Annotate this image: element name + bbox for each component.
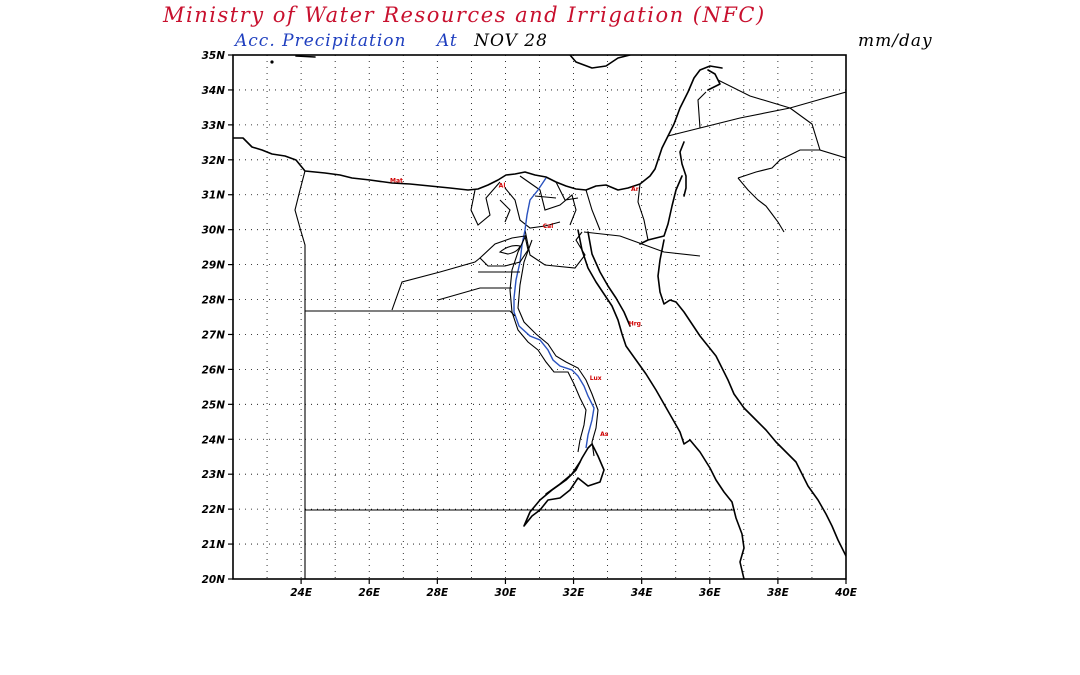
matrouh-border [391,257,481,311]
latitude-axis: 35N 34N 33N 32N 31N 30N 29N 28N 27N 26N 25N 24N 23N 2… [202,50,233,586]
station-label: Hrg [629,321,641,328]
jordan-saudi-border [667,91,846,233]
lat-tick-label: 21N [202,539,226,551]
station-label: Cai [543,223,554,230]
sinai-governorates [583,183,701,257]
egypt-libya-border [294,170,306,579]
lake-nasser-branch [545,461,581,495]
sinai-gulf-aqaba [639,175,846,557]
station-label: As [600,431,609,438]
lat-tick-label: 31N [202,190,226,202]
station-label: Al [499,183,506,190]
station-label: Lux [590,375,602,382]
lat-tick-label: 35N [202,50,226,62]
lon-tick-label: 34E [631,587,654,599]
lat-tick-label: 22N [202,504,226,516]
gulf-of-suez-coast [577,229,691,445]
lon-tick-label: 24E [290,587,313,599]
nile-river [513,177,595,449]
product-label: Acc. Precipitation [233,31,406,51]
levant-coastline [707,69,721,91]
lat-tick-label: 32N [202,155,226,167]
northern-coastline [295,55,316,58]
lat-tick-label: 28N [202,295,226,307]
geography [233,55,846,579]
nile-valley-east-edge [517,239,599,457]
fayoum-lake [498,245,521,255]
lat-tick-label: 27N [202,329,226,341]
lon-tick-label: 38E [767,587,790,599]
map-subtitle: Acc. Precipitation At NOV 28 [233,31,548,51]
lat-tick-label: 23N [202,469,226,481]
dead-sea [679,141,687,197]
lon-tick-label: 32E [563,587,586,599]
map-frame [232,54,847,580]
northern-borders [697,79,791,129]
nile-valley-west-edge [509,234,587,453]
mediterranean-coastline [233,65,723,191]
longitude-axis: 24E 26E 28E 30E 32E 34E 36E 38E 40E [290,579,858,599]
cyprus-coastline [569,55,631,69]
lat-tick-label: 25N [202,399,226,411]
lon-tick-label: 28E [426,587,449,599]
lon-tick-label: 40E [834,587,858,599]
station-label: Ar [631,186,639,193]
station-label: Mat [390,178,403,185]
lat-tick-label: 20N [202,574,226,586]
lon-tick-label: 30E [495,587,518,599]
units-label: mm/day [858,31,933,51]
station-labels: Mat Al Ar Cai Hrg Lux As [390,178,641,438]
lat-tick-label: 24N [202,434,226,446]
new-valley-border [305,310,516,317]
map-area: 35N 34N 33N 32N 31N 30N 29N 28N 27N 26N 25N 24N 23N 2… [202,50,858,599]
lat-tick-label: 26N [202,364,226,376]
lake-nasser [523,443,605,527]
lat-tick-label: 29N [202,260,226,272]
african-red-sea-coast [689,439,745,579]
lon-tick-label: 26E [358,587,381,599]
date-label: NOV 28 [473,31,548,51]
giza-border [437,287,512,301]
at-label: At [435,31,458,51]
lat-tick-label: 34N [202,85,226,97]
lon-tick-label: 36E [699,587,722,599]
lat-tick-label: 30N [202,225,226,237]
map-title: Ministry of Water Resources and Irrigati… [162,3,766,27]
fayoum-region [479,235,529,267]
lat-tick-label: 33N [202,120,226,132]
delta-governorates [470,175,586,269]
